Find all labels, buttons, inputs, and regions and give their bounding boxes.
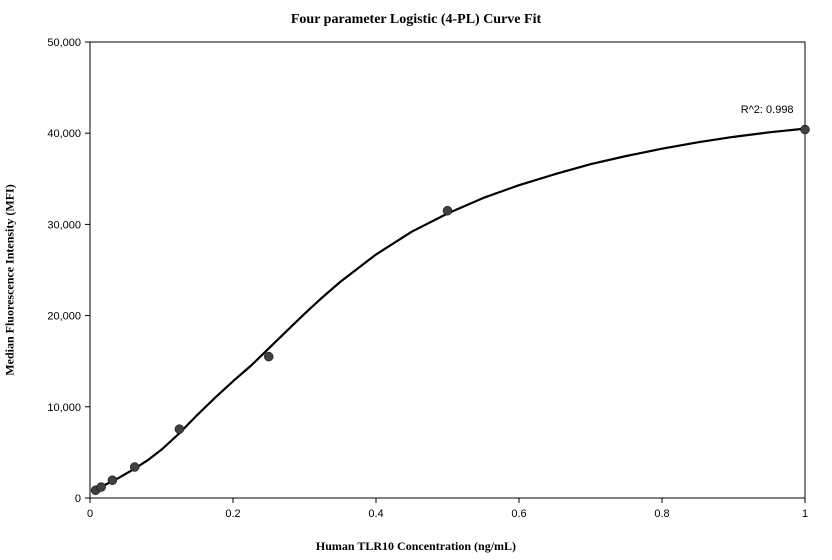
x-tick-label: 0.2 bbox=[225, 508, 240, 520]
data-point bbox=[443, 206, 452, 215]
y-tick-label: 0 bbox=[75, 493, 81, 505]
plot-border bbox=[90, 42, 805, 498]
y-tick-label: 50,000 bbox=[47, 37, 81, 49]
x-tick-label: 1 bbox=[802, 508, 808, 520]
data-point bbox=[175, 425, 184, 434]
x-tick-label: 0 bbox=[87, 508, 93, 520]
data-point bbox=[108, 476, 117, 485]
y-tick-label: 10,000 bbox=[47, 402, 81, 414]
data-point bbox=[264, 352, 273, 361]
x-tick-label: 0.8 bbox=[654, 508, 669, 520]
data-point bbox=[801, 125, 810, 134]
x-tick-label: 0.6 bbox=[511, 508, 526, 520]
data-point bbox=[130, 462, 139, 471]
y-tick-label: 30,000 bbox=[47, 219, 81, 231]
x-tick-label: 0.4 bbox=[368, 508, 383, 520]
chart-container: Four parameter Logistic (4-PL) Curve Fit… bbox=[0, 0, 832, 560]
y-tick-label: 40,000 bbox=[47, 128, 81, 140]
fit-curve bbox=[96, 129, 805, 490]
data-point bbox=[97, 483, 106, 492]
y-tick-label: 20,000 bbox=[47, 311, 81, 323]
chart-svg: 0 0.2 0.4 0.6 0.8 1 0 10,000 20,000 30,000 40,000 5… bbox=[0, 0, 832, 560]
